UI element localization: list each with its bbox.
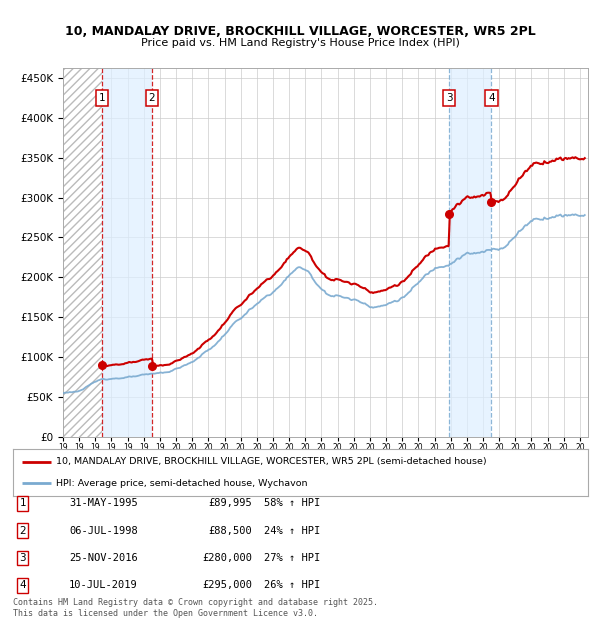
Text: Price paid vs. HM Land Registry's House Price Index (HPI): Price paid vs. HM Land Registry's House …: [140, 38, 460, 48]
Bar: [102, 68, 152, 437]
Text: HPI: Average price, semi-detached house, Wychavon: HPI: Average price, semi-detached house,…: [56, 479, 308, 488]
Text: 26% ↑ HPI: 26% ↑ HPI: [264, 580, 320, 590]
Text: 31-MAY-1995: 31-MAY-1995: [69, 498, 138, 508]
Text: 06-JUL-1998: 06-JUL-1998: [69, 526, 138, 536]
Text: 27% ↑ HPI: 27% ↑ HPI: [264, 553, 320, 563]
Bar: [449, 68, 491, 437]
Text: 10, MANDALAY DRIVE, BROCKHILL VILLAGE, WORCESTER, WR5 2PL (semi-detached house): 10, MANDALAY DRIVE, BROCKHILL VILLAGE, W…: [56, 457, 487, 466]
Text: 2: 2: [19, 526, 26, 536]
Text: 1: 1: [98, 93, 105, 103]
Text: 58% ↑ HPI: 58% ↑ HPI: [264, 498, 320, 508]
Text: 3: 3: [446, 93, 452, 103]
Text: £88,500: £88,500: [208, 526, 252, 536]
Text: Contains HM Land Registry data © Crown copyright and database right 2025.
This d: Contains HM Land Registry data © Crown c…: [13, 598, 378, 618]
Text: 2: 2: [149, 93, 155, 103]
Text: £280,000: £280,000: [202, 553, 252, 563]
Text: 25-NOV-2016: 25-NOV-2016: [69, 553, 138, 563]
Text: £89,995: £89,995: [208, 498, 252, 508]
Text: 10, MANDALAY DRIVE, BROCKHILL VILLAGE, WORCESTER, WR5 2PL: 10, MANDALAY DRIVE, BROCKHILL VILLAGE, W…: [65, 25, 535, 38]
Text: 24% ↑ HPI: 24% ↑ HPI: [264, 526, 320, 536]
Bar: [63, 68, 102, 437]
Text: 4: 4: [19, 580, 26, 590]
Text: 10-JUL-2019: 10-JUL-2019: [69, 580, 138, 590]
Text: £295,000: £295,000: [202, 580, 252, 590]
Text: 1: 1: [19, 498, 26, 508]
Text: 3: 3: [19, 553, 26, 563]
Text: 4: 4: [488, 93, 495, 103]
